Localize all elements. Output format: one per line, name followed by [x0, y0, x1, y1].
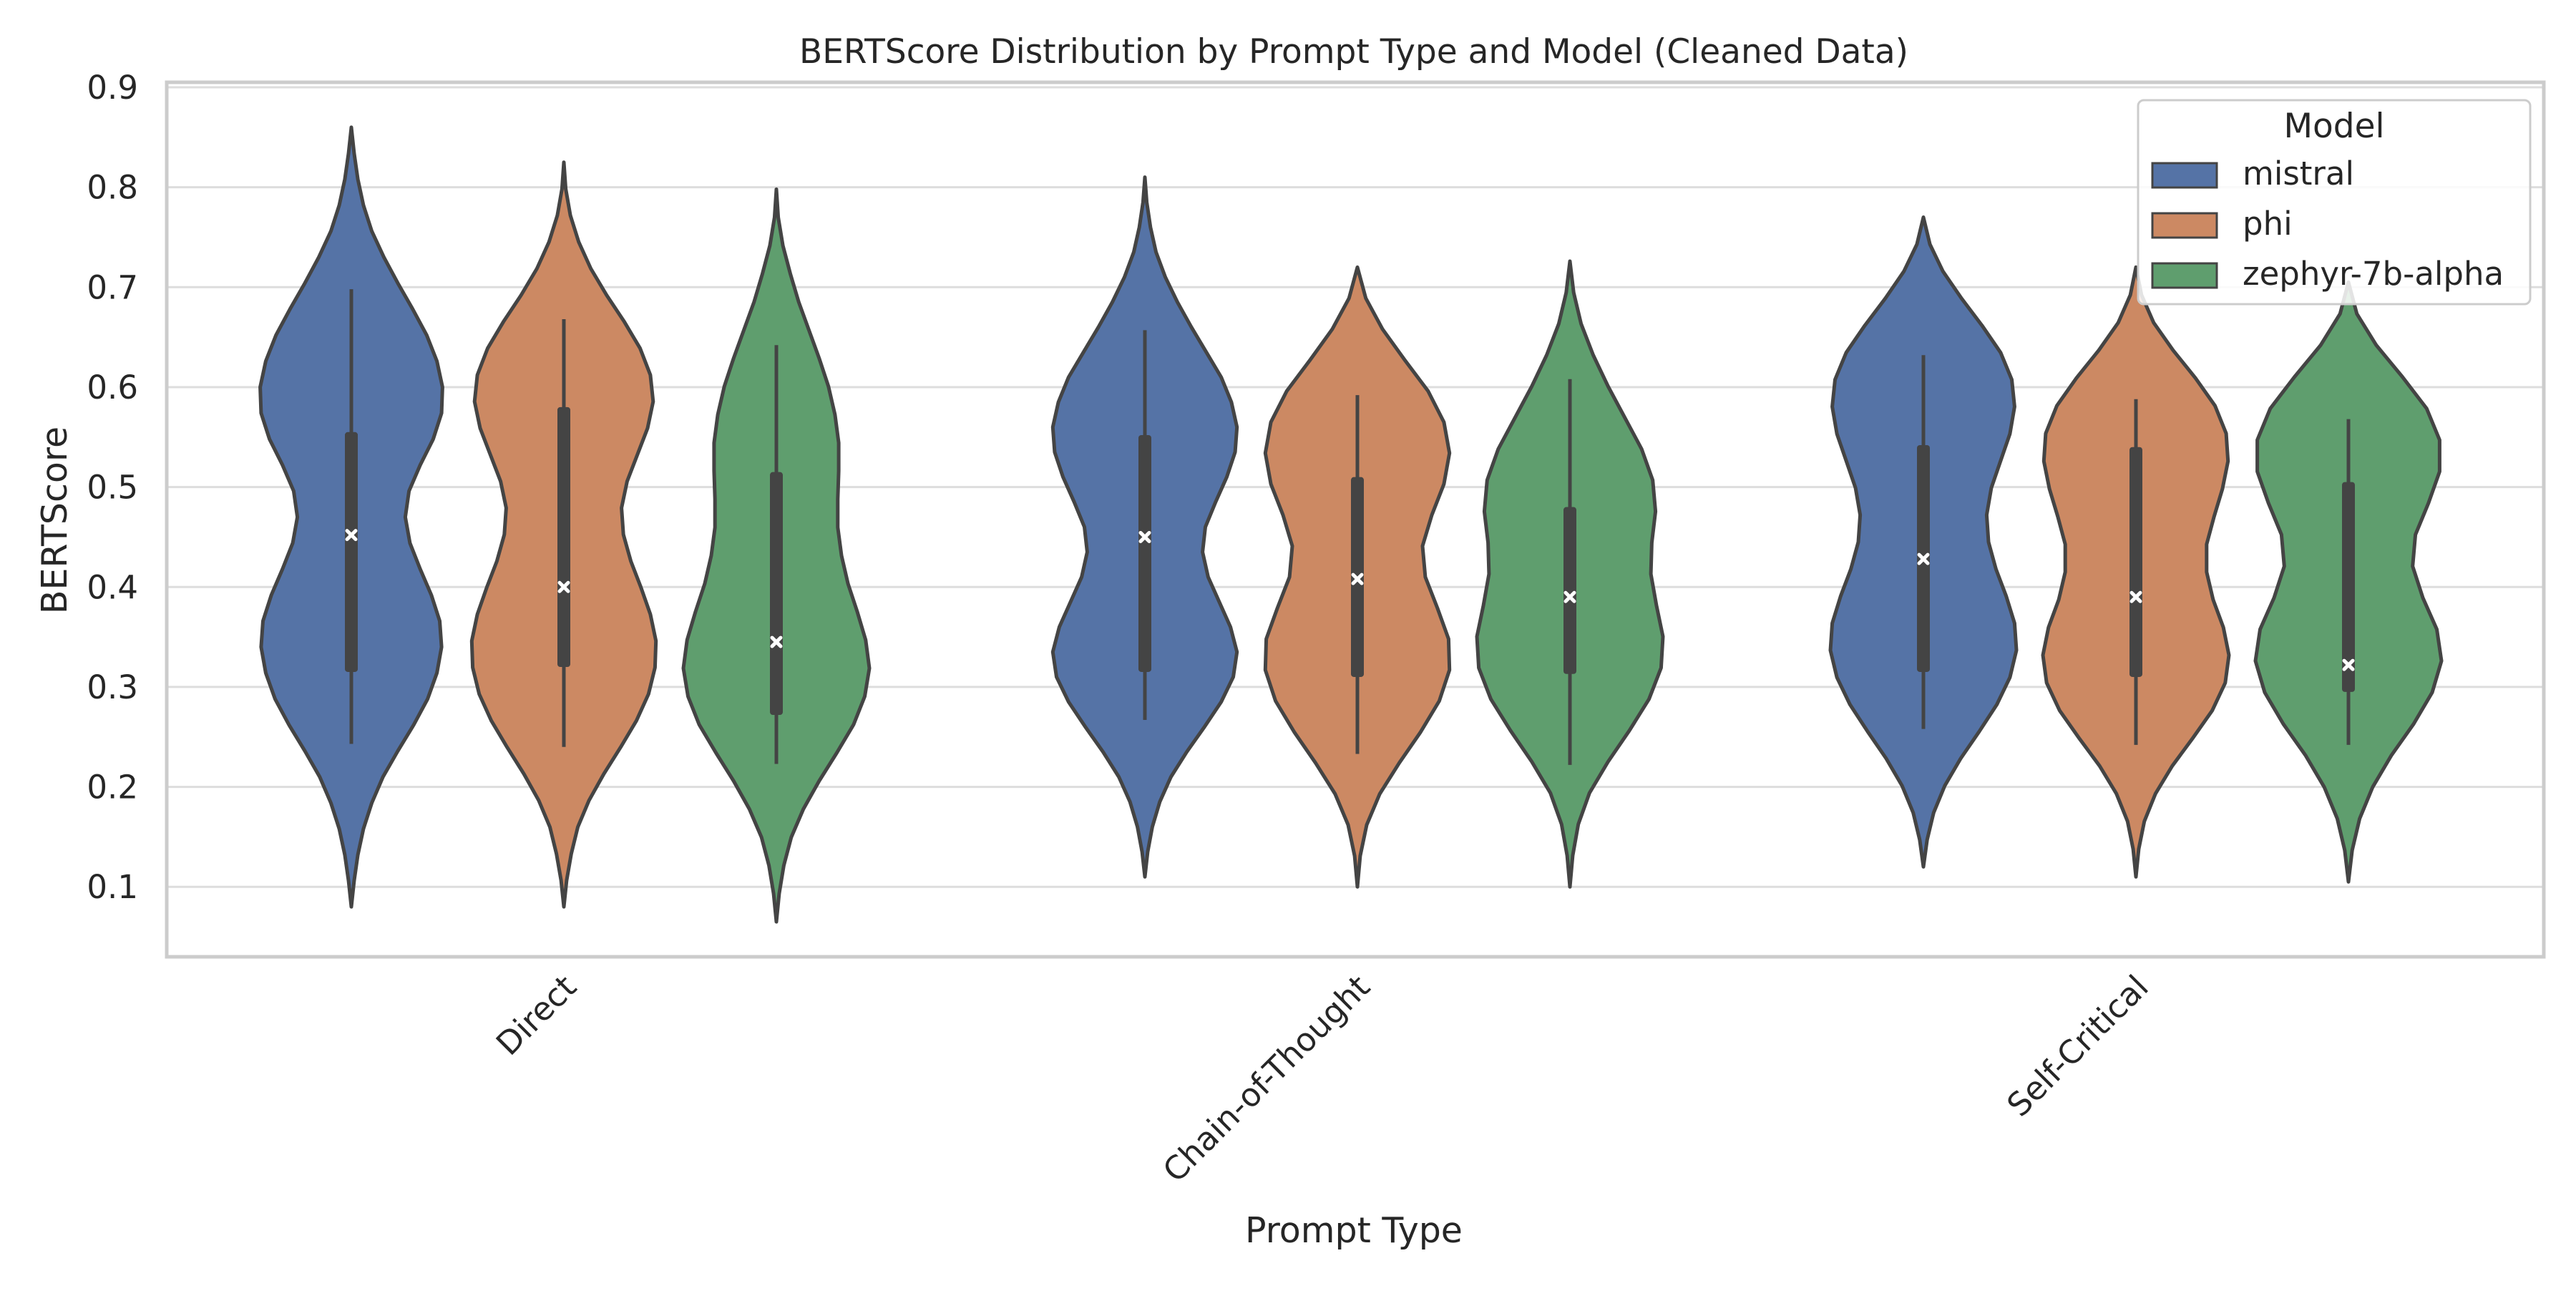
legend-label-mistral: mistral: [2243, 155, 2354, 193]
y-tick-label: 0.9: [87, 69, 138, 107]
y-tick-label: 0.5: [87, 469, 138, 507]
violin-median-marker: [2342, 658, 2355, 671]
x-tick-label: Self-Critical: [1999, 968, 2155, 1124]
y-tick-label: 0.3: [87, 668, 138, 706]
violin-iqr-box: [557, 406, 570, 667]
y-tick-label: 0.6: [87, 369, 138, 406]
legend-swatch-phi: [2151, 212, 2218, 239]
violin-iqr-box: [2342, 482, 2355, 692]
legend-label-zephyr-7b-alpha: zephyr-7b-alpha: [2243, 255, 2504, 293]
legend-title: Model: [2283, 107, 2384, 146]
violin-iqr-box: [2129, 447, 2142, 677]
violin-median-marker: [557, 580, 570, 593]
chart-title: BERTScore Distribution by Prompt Type an…: [799, 32, 1908, 72]
y-tick-label: 0.1: [87, 868, 138, 906]
y-tick-label: 0.8: [87, 169, 138, 207]
violin-iqr-box: [1138, 434, 1151, 672]
violin-layer: [258, 125, 2444, 924]
violin-iqr-box: [345, 432, 358, 672]
violin-median-marker: [345, 529, 358, 542]
legend-swatch-mistral: [2151, 162, 2218, 189]
violin-iqr-box: [1563, 507, 1576, 674]
violin-iqr-box: [770, 472, 783, 716]
x-axis-label: Prompt Type: [1245, 1210, 1463, 1251]
x-tick-label: Direct: [489, 968, 584, 1063]
violin-median-marker: [770, 635, 783, 648]
y-tick-label: 0.4: [87, 568, 138, 606]
y-axis-label: BERTScore: [34, 427, 75, 614]
violin-median-marker: [1351, 573, 1364, 585]
violin-median-marker: [1138, 530, 1151, 543]
plot-frame: [165, 80, 2546, 959]
legend-frame: [2137, 99, 2532, 306]
legend-swatch-zephyr-7b-alpha: [2151, 262, 2218, 289]
legend: Model mistral phi zephyr-7b-alpha: [2137, 99, 2532, 306]
violin-median-marker: [1917, 552, 1930, 565]
y-tick-label: 0.7: [87, 268, 138, 306]
violin-median-marker: [1563, 590, 1576, 603]
violin-median-marker: [2129, 590, 2142, 603]
legend-label-phi: phi: [2243, 205, 2293, 243]
x-tick-label: Chain-of-Thought: [1156, 968, 1377, 1189]
y-tick-label: 0.2: [87, 769, 138, 807]
